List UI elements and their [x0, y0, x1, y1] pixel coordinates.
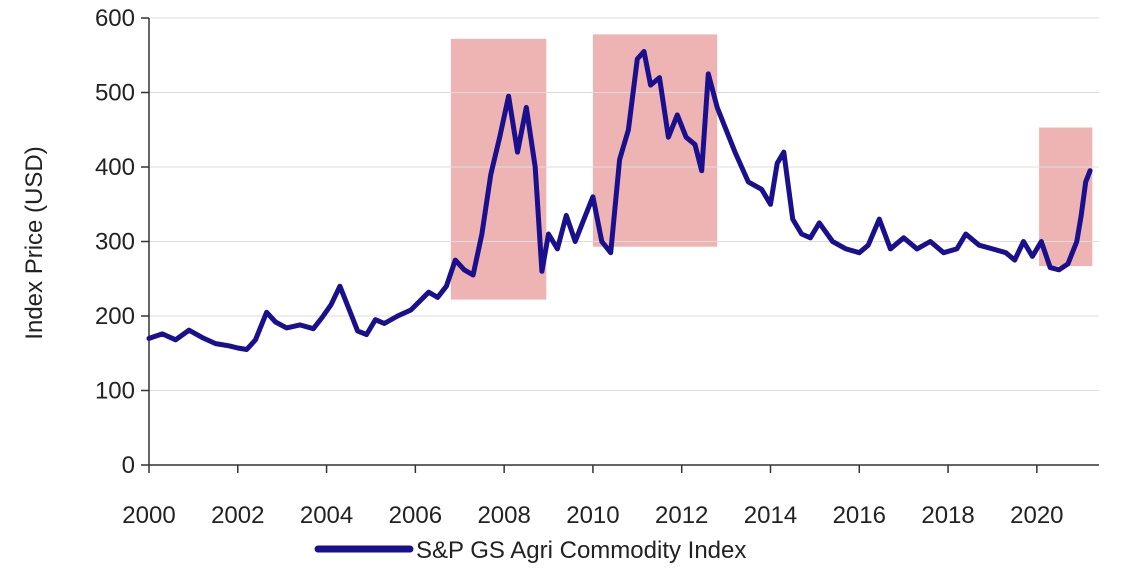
y-tick-label: 600: [95, 5, 135, 32]
x-tick-label: 2018: [921, 502, 974, 529]
y-tick-label: 500: [95, 80, 135, 107]
y-tick-label: 400: [95, 154, 135, 181]
series-line-agri-index: [146, 49, 1093, 352]
x-tick-label: 2004: [300, 502, 353, 529]
y-tick-label: 100: [95, 378, 135, 405]
x-tick-label: 2020: [1010, 502, 1063, 529]
y-tick-label: 300: [95, 229, 135, 256]
x-tick-label: 2010: [566, 502, 619, 529]
legend-label: S&P GS Agri Commodity Index: [416, 537, 746, 564]
x-tick-label: 2014: [744, 502, 797, 529]
y-tick-label: 0: [122, 452, 135, 479]
x-tick-label: 2008: [477, 502, 530, 529]
x-tick-label: 2006: [389, 502, 442, 529]
highlight-region-1: [450, 38, 547, 300]
x-tick-label: 2002: [211, 502, 264, 529]
x-tick-label: 2012: [655, 502, 708, 529]
x-tick-label: 2016: [833, 502, 886, 529]
y-axis-title: Index Price (USD): [21, 146, 48, 339]
y-tick-label: 200: [95, 303, 135, 330]
legend: S&P GS Agri Commodity Index: [314, 537, 746, 564]
highlight-region-2: [592, 34, 718, 247]
x-tick-label: 2000: [122, 502, 175, 529]
